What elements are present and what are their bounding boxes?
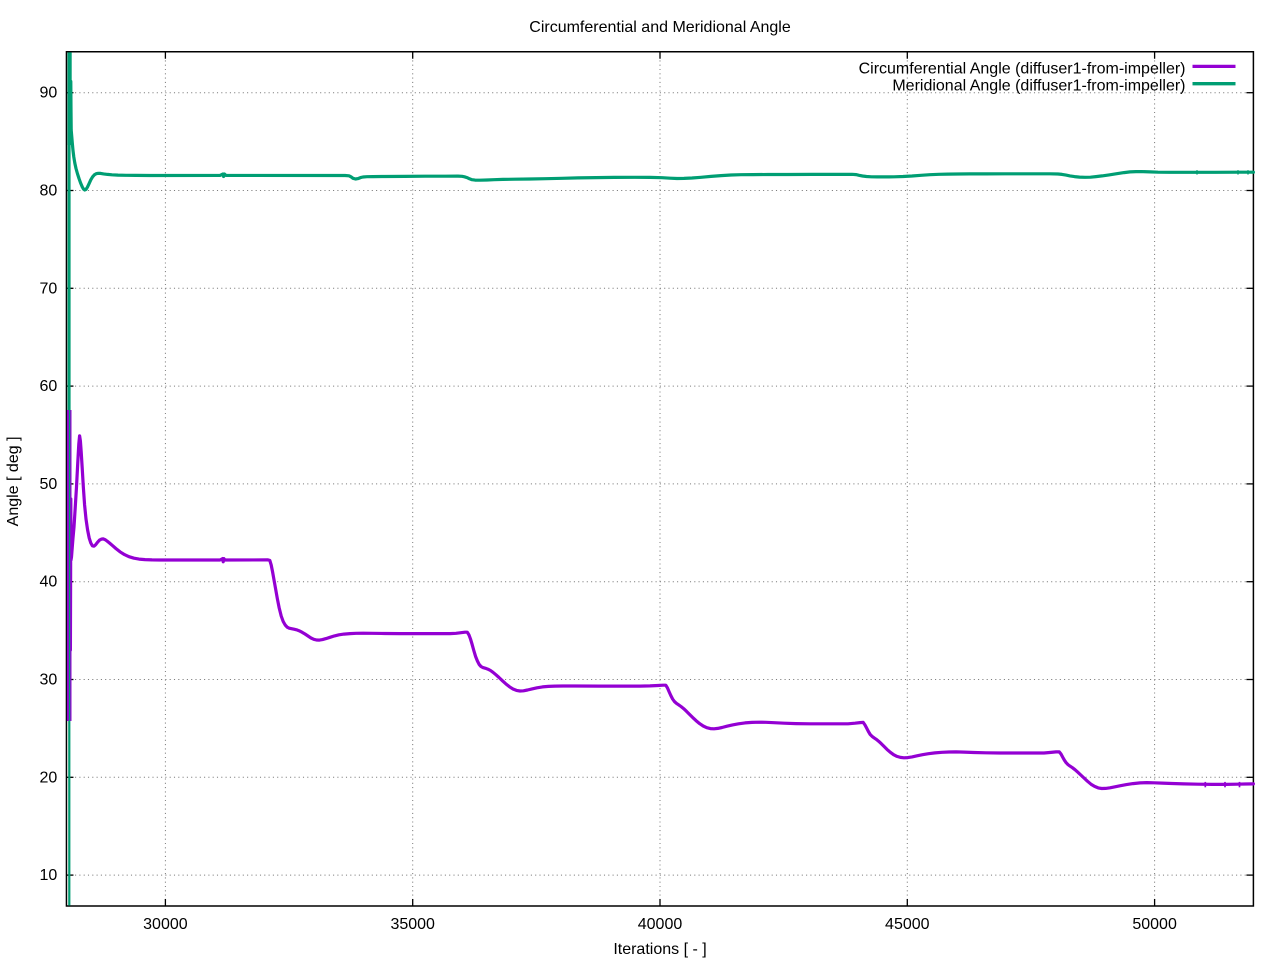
svg-text:Meridional Angle (diffuser1-fr: Meridional Angle (diffuser1-from-impelle… bbox=[892, 77, 1185, 94]
svg-text:50: 50 bbox=[40, 476, 58, 493]
svg-text:Iterations [ - ]: Iterations [ - ] bbox=[613, 941, 706, 958]
svg-text:Circumferential Angle (diffuse: Circumferential Angle (diffuser1-from-im… bbox=[859, 60, 1186, 77]
svg-text:80: 80 bbox=[40, 183, 58, 200]
svg-text:35000: 35000 bbox=[390, 916, 435, 933]
svg-text:50000: 50000 bbox=[1132, 916, 1177, 933]
svg-text:90: 90 bbox=[40, 85, 58, 102]
svg-text:Circumferential and Meridional: Circumferential and Meridional Angle bbox=[529, 19, 791, 36]
svg-text:70: 70 bbox=[40, 280, 58, 297]
svg-text:Angle [ deg ]: Angle [ deg ] bbox=[5, 436, 22, 526]
svg-text:30: 30 bbox=[40, 672, 58, 689]
svg-text:10: 10 bbox=[40, 867, 58, 884]
svg-text:20: 20 bbox=[40, 769, 58, 786]
svg-text:60: 60 bbox=[40, 378, 58, 395]
svg-text:40000: 40000 bbox=[638, 916, 683, 933]
svg-text:30000: 30000 bbox=[143, 916, 188, 933]
svg-text:45000: 45000 bbox=[885, 916, 930, 933]
svg-text:40: 40 bbox=[40, 574, 58, 591]
